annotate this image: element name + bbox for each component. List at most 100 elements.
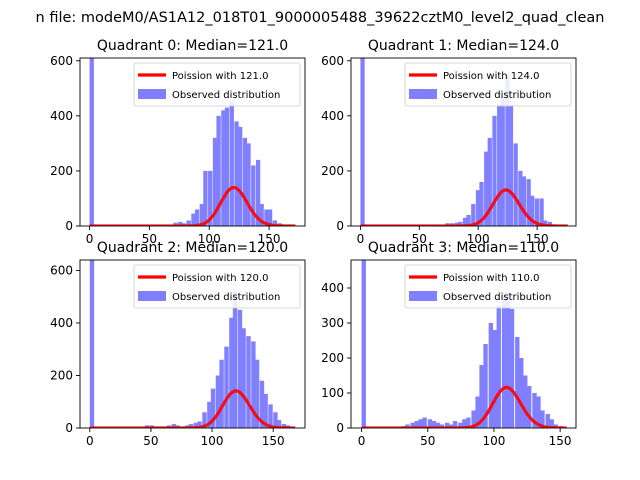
legend-observed-label: Observed distribution (443, 292, 551, 303)
y-tick-label: 400 (321, 281, 344, 295)
histogram-bar (276, 420, 282, 428)
histogram-bar (508, 104, 514, 226)
histogram-bar (530, 195, 535, 226)
subplot-title: Quadrant 1: Median=124.0 (368, 38, 559, 54)
y-tick-label: 200 (321, 164, 344, 178)
y-tick-label: 200 (50, 164, 73, 178)
histogram-bar (232, 291, 238, 428)
histogram-bar (171, 424, 177, 428)
histogram-bar (212, 137, 218, 226)
histogram-bar (259, 380, 265, 428)
histogram-bar (444, 422, 450, 428)
histogram-bar (251, 341, 256, 428)
y-tick-label: 0 (336, 219, 344, 233)
histogram-bar (193, 422, 199, 428)
histogram-bar (255, 159, 261, 226)
histogram-bar (515, 337, 520, 428)
histogram-bar (496, 305, 501, 428)
subplot-title: Quadrant 0: Median=121.0 (97, 38, 288, 54)
histogram-bar (448, 424, 454, 428)
histogram-bar (527, 386, 532, 428)
histogram-bar (246, 143, 251, 226)
histogram-bar (229, 317, 234, 428)
histogram-bar (488, 323, 494, 428)
histogram-bar (178, 221, 183, 226)
x-tick-label: 150 (526, 232, 549, 246)
x-tick-label: 100 (201, 434, 224, 448)
legend: Poission with 124.0 Observed distribution (404, 62, 572, 107)
x-tick-label: 100 (198, 232, 221, 246)
histogram-bar (484, 151, 489, 226)
histogram-bar (431, 421, 437, 428)
legend: Poission with 110.0 Observed distribution (404, 264, 572, 309)
histogram-bar (471, 203, 476, 226)
subplot-title: Quadrant 3: Median=110.0 (368, 240, 559, 256)
histogram-bar (475, 190, 481, 226)
histogram-bar (540, 410, 545, 428)
histogram-bar (197, 421, 202, 428)
histogram-bar (500, 96, 505, 226)
histogram-bar (454, 222, 459, 226)
histogram-bar (273, 412, 278, 428)
legend-frame (133, 264, 301, 309)
histogram-bar (526, 179, 531, 226)
legend-poisson-label: Poission with 121.0 (172, 71, 268, 82)
histogram-bar (521, 176, 527, 226)
subplot-2: 0 50 100 150 0 200 400 600 Quadrant 2: Median=12… (50, 240, 306, 448)
axes-frame (350, 57, 577, 227)
histogram-bar (466, 417, 471, 428)
axes-frame (79, 259, 306, 429)
legend: Poission with 121.0 Observed distribution (133, 62, 301, 107)
histogram-bar (246, 336, 251, 428)
x-tick-label: 100 (482, 434, 505, 448)
histogram-bar (553, 424, 558, 428)
histogram-bar (216, 115, 221, 226)
legend-frame (133, 62, 301, 107)
legend-frame (404, 62, 572, 107)
histogram-bar (479, 365, 484, 428)
legend-observed-swatch (409, 291, 437, 301)
y-tick-label: 400 (321, 109, 344, 123)
histogram-bar (173, 222, 178, 226)
histogram-bar (405, 424, 410, 428)
histogram-bar (191, 213, 196, 226)
histogram-bar (518, 170, 523, 226)
histogram-bar (452, 421, 458, 428)
histogram-bar (199, 203, 204, 226)
y-tick-label: 400 (50, 316, 73, 330)
histogram-bar (513, 143, 518, 226)
y-tick-label: 0 (336, 421, 344, 435)
y-tick-label: 600 (50, 264, 73, 278)
histogram-bar (281, 424, 287, 428)
histogram-bar (492, 330, 497, 428)
x-tick-label: 50 (142, 232, 157, 246)
figure-title: n file: modeM0/AS1A12_018T01_9000005488_… (36, 10, 605, 26)
subplot-3: 0 50 100 150 0 100 200 300 400 Quadrant 3: Median… (321, 240, 577, 448)
histogram-bar (479, 181, 484, 226)
legend-observed-label: Observed distribution (172, 292, 280, 303)
histogram-bar (549, 419, 554, 428)
histogram-bar (505, 74, 510, 226)
histogram-bar (202, 412, 207, 428)
histogram-bar (263, 393, 268, 428)
histogram-bar (361, 260, 366, 428)
x-tick-label: 100 (467, 232, 490, 246)
histogram-bar (422, 417, 427, 428)
histogram-bar (229, 102, 234, 226)
histogram-bar (458, 422, 463, 428)
histogram-bar (208, 170, 213, 226)
histogram-bar (268, 404, 273, 428)
x-tick-label: 0 (86, 232, 94, 246)
x-tick-label: 0 (358, 434, 366, 448)
histogram-bar (536, 396, 541, 428)
y-tick-label: 200 (321, 351, 344, 365)
histogram-bar (487, 137, 492, 226)
subplot-grid: 0 50 100 150 0 200 400 600 Quadrant 0: Median=12… (50, 38, 577, 448)
subplot-title: Quadrant 2: Median=120.0 (97, 240, 288, 256)
histogram-bar (534, 198, 540, 226)
subplot-0: 0 50 100 150 0 200 400 600 Quadrant 0: Median=12… (50, 38, 306, 246)
histogram-bar (89, 260, 95, 428)
histogram-bar (224, 107, 230, 226)
histogram-bar (267, 209, 273, 226)
y-tick-label: 600 (321, 54, 344, 68)
